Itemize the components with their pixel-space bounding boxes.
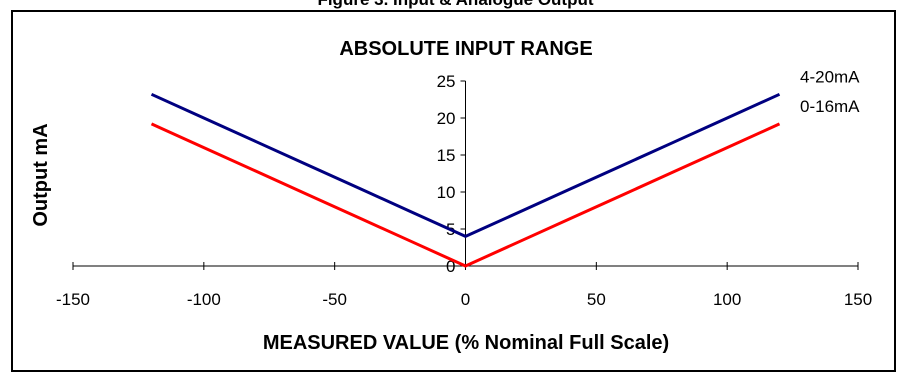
series-line-0-16ma: [150, 122, 781, 268]
y-tick-label: 20: [437, 109, 456, 128]
series-group: [150, 92, 781, 268]
y-tick-label: 25: [437, 72, 456, 91]
series-line-4-20ma: [150, 92, 781, 238]
y-tick-label: 15: [437, 146, 456, 165]
x-tick-label: -100: [187, 290, 221, 309]
figure-caption: Figure 3. Input & Analogue Output: [0, 0, 911, 10]
y-tick-label: 0: [446, 257, 455, 276]
chart-frame: [11, 10, 896, 372]
x-tick-label: -150: [56, 290, 90, 309]
legend-entry: 4-20mA: [800, 67, 860, 86]
legend: 4-20mA 0-16mA: [800, 67, 860, 116]
x-tick-label: 100: [713, 290, 741, 309]
x-ticks: -150 -100 -50 0 50 100 150: [56, 262, 872, 309]
x-tick-label: -50: [322, 290, 347, 309]
y-axis-label: Output mA: [30, 123, 52, 226]
x-tick-label: 150: [844, 290, 872, 309]
x-tick-label: 0: [461, 290, 470, 309]
legend-entry: 0-16mA: [800, 97, 860, 116]
chart-title: ABSOLUTE INPUT RANGE: [339, 38, 592, 60]
x-axis-label: MEASURED VALUE (% Nominal Full Scale): [263, 332, 669, 354]
x-tick-label: 50: [587, 290, 606, 309]
y-tick-label: 10: [437, 183, 456, 202]
